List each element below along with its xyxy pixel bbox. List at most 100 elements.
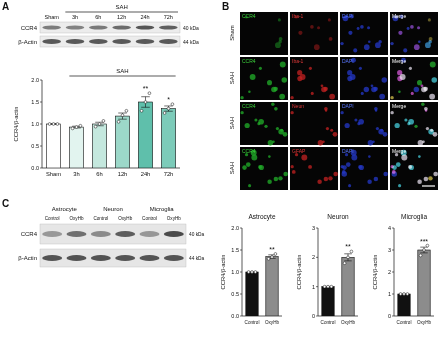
cell	[432, 77, 437, 82]
error-bar	[118, 113, 127, 119]
cell	[433, 172, 438, 177]
x-tick-label: Sham	[46, 171, 61, 177]
y-tick-label: 0.5	[31, 143, 39, 149]
cell	[414, 44, 420, 50]
cell	[264, 125, 267, 128]
cell	[418, 140, 424, 146]
cell	[309, 67, 312, 70]
y-axis-label: CCR4/β-actin	[13, 107, 19, 142]
cell	[398, 91, 401, 94]
channel-label: CCR4	[242, 13, 256, 19]
data-point	[251, 271, 254, 274]
cell	[432, 77, 437, 82]
cell	[346, 162, 351, 167]
cell	[357, 122, 360, 125]
micrograph: DAPI	[340, 147, 388, 190]
cell	[257, 122, 260, 125]
cell	[392, 165, 397, 170]
cell	[429, 94, 435, 100]
cell	[424, 107, 428, 111]
y-tick	[240, 316, 242, 317]
cell	[407, 122, 410, 125]
data-point	[271, 256, 274, 259]
cell	[259, 165, 264, 170]
channel-label: Merge	[392, 148, 406, 154]
cell	[418, 41, 421, 44]
y-tick	[240, 272, 242, 273]
error-bar	[344, 254, 351, 261]
blot-band	[66, 39, 85, 44]
cell	[433, 132, 438, 137]
micrograph: CCR4	[240, 102, 288, 146]
cell	[397, 70, 402, 75]
y-tick-label: 2.0	[231, 225, 239, 231]
cell	[240, 96, 243, 99]
cell	[310, 25, 314, 29]
cell	[333, 172, 338, 177]
cell	[409, 165, 414, 170]
cell	[290, 111, 293, 114]
y-axis	[318, 228, 319, 316]
blot-band	[136, 26, 155, 30]
bar	[322, 287, 334, 316]
data-point	[403, 293, 406, 296]
plot-area	[322, 250, 354, 316]
cell	[297, 76, 302, 81]
data-point	[163, 112, 166, 115]
micrograph: DAPI	[340, 12, 388, 55]
cell	[328, 18, 331, 21]
cell	[278, 18, 281, 21]
channel-label: Merge	[392, 103, 406, 109]
cell	[411, 92, 414, 95]
data-point	[343, 262, 346, 265]
blot-band	[42, 39, 61, 44]
cell	[267, 180, 271, 184]
y-tick	[240, 294, 242, 295]
cell	[392, 170, 396, 174]
y-tick-label: 2	[388, 269, 391, 275]
cell	[418, 140, 424, 146]
data-point	[71, 127, 74, 130]
cell	[395, 123, 400, 128]
cell	[348, 31, 352, 35]
cell	[417, 180, 421, 184]
cell	[408, 119, 414, 125]
cell	[329, 37, 333, 41]
blot-band	[67, 255, 87, 261]
cell	[390, 42, 393, 45]
micrograph-bg	[240, 102, 288, 145]
significance: **	[269, 246, 275, 253]
data-point	[148, 92, 151, 95]
lane-label: Control	[93, 216, 108, 221]
cell	[274, 107, 278, 111]
micrograph: DAPI	[340, 57, 388, 100]
cell	[392, 170, 396, 174]
y-tick	[392, 294, 394, 295]
cell	[283, 172, 288, 177]
data-point	[140, 109, 143, 112]
cell	[428, 40, 431, 43]
micrograph-bg	[340, 12, 388, 55]
cell	[364, 44, 370, 50]
cell	[390, 111, 393, 114]
channel-label: CCR4	[242, 148, 256, 154]
cell	[404, 118, 407, 121]
data-point	[406, 293, 409, 296]
data-point	[350, 250, 353, 253]
blot-strip	[40, 22, 180, 33]
cell	[359, 165, 364, 170]
cell	[258, 119, 264, 125]
data-point	[144, 101, 147, 104]
x-tick-label: Control	[397, 320, 412, 325]
x-tick-label: 3h	[73, 171, 79, 177]
cell	[353, 48, 357, 52]
cell	[397, 70, 402, 75]
plot-area	[398, 244, 430, 316]
channel-label: Iba-1	[292, 13, 304, 19]
blot-band	[42, 26, 61, 30]
channel-label: Neun	[292, 103, 304, 109]
cell	[298, 31, 302, 35]
cell	[364, 87, 369, 92]
cell	[398, 31, 402, 35]
cell	[278, 176, 282, 180]
